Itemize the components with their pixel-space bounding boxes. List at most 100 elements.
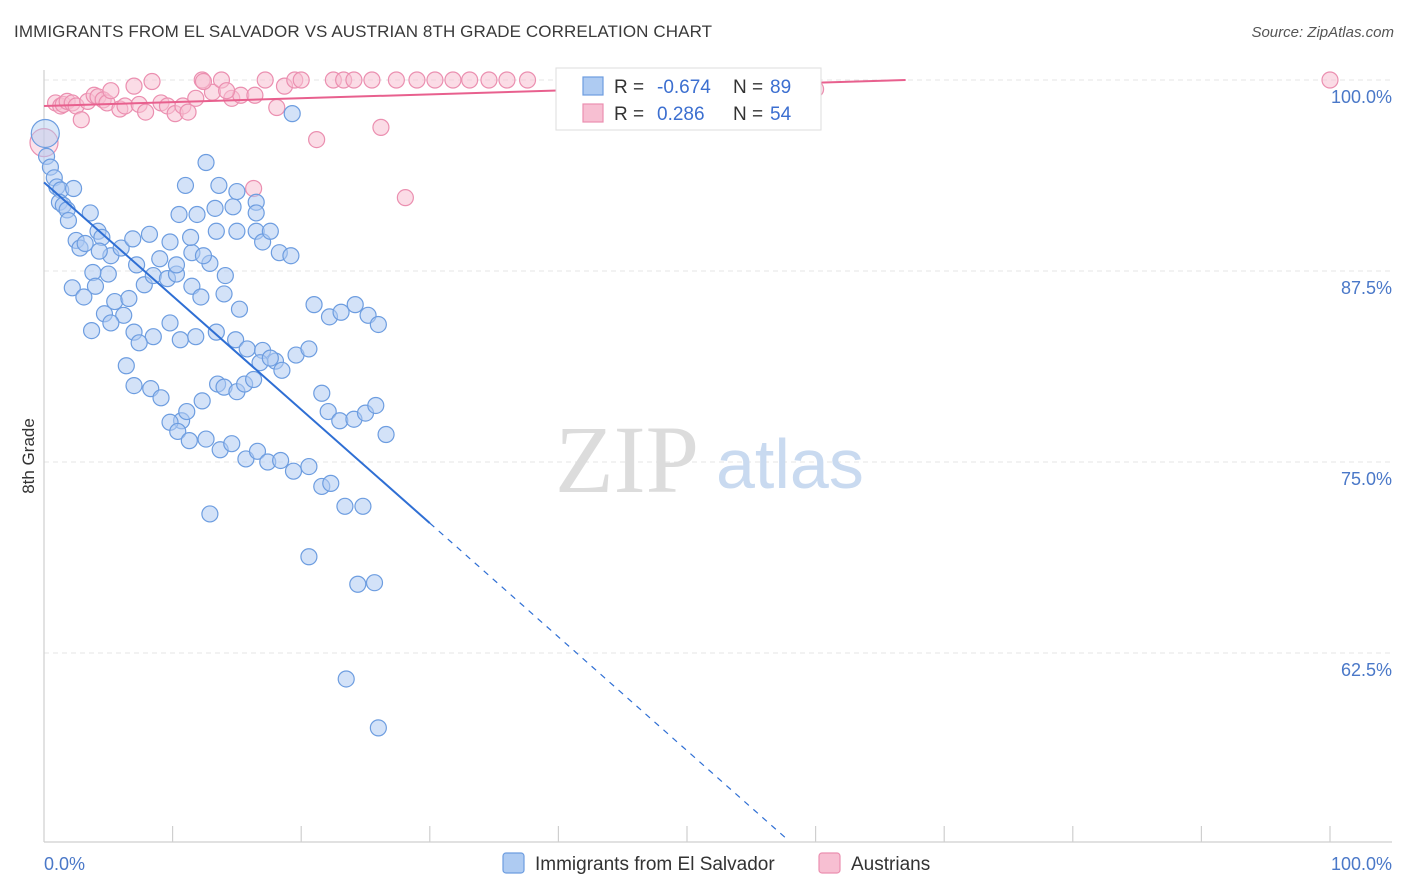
el-salvador-point [124,230,142,248]
austrians-point [408,71,426,89]
bottom-legend-swatch-pink [818,852,841,874]
el-salvador-point [228,182,246,201]
el-salvador-point [300,548,318,566]
el-salvador-point [210,176,228,195]
el-salvador-point [161,314,179,332]
el-salvador-point [117,357,135,375]
austrians-point [363,71,381,89]
austrians-point [72,111,90,129]
el-salvador-point [369,719,387,737]
austrians-point [396,189,414,207]
bottom-legend-label-blue: Immigrants from El Salvador [535,854,775,875]
austrians-point [345,71,363,89]
austrians-point [308,130,326,149]
el-salvador-point [261,349,279,367]
y-axis-label: 8th Grade [19,418,38,494]
el-salvador-point [125,377,143,395]
austrians-point [498,71,516,89]
el-salvador-point [201,505,219,523]
austrians-point [372,118,390,136]
el-salvador-point [227,331,245,349]
watermark: ZIP atlas [555,406,864,513]
el-salvador-point [76,234,94,253]
el-salvador-point [99,265,117,283]
el-salvador-point [272,451,290,470]
austrians-point [444,71,462,89]
el-salvador-point [322,474,340,492]
watermark-atlas: atlas [716,425,864,503]
el-salvador-point [86,277,105,295]
el-salvador-point [336,497,354,515]
el-salvador-point [171,331,189,349]
el-salvador-point [178,402,196,421]
el-salvador-trend-line [43,181,431,524]
el-salvador-point [90,242,108,260]
legend-n-label-1: N = [733,77,763,98]
el-salvador-point [112,239,130,257]
el-salvador-point [187,328,205,346]
el-salvador-point [349,575,367,593]
y-tick-label-3: 62.5% [1341,660,1392,680]
el-salvador-point [63,279,81,297]
y-tick-label-1: 87.5% [1341,278,1392,298]
austrians-point [256,71,274,89]
legend-r-value-1: -0.674 [657,77,711,98]
el-salvador-point [197,430,215,448]
el-salvador-point [197,153,215,172]
el-salvador-point [300,457,318,476]
austrians-point [194,72,213,91]
el-salvador-point [144,266,162,285]
el-salvador-point [300,340,318,358]
el-salvador-point [161,233,179,251]
grid-lines [44,79,1392,654]
series-legend: Immigrants from El Salvador Austrians [502,852,930,875]
el-salvador-point [238,340,256,358]
watermark-zip: ZIP [555,406,699,513]
source-label: Source: ZipAtlas.com [1251,24,1394,41]
y-tick-labels: 100.0% 87.5% 75.0% 62.5% [1331,87,1392,680]
el-salvador-point [192,288,210,306]
el-salvador-point [224,198,242,216]
el-salvador-point [228,222,246,240]
el-salvador-point [369,315,387,334]
el-salvador-points [30,105,395,737]
el-salvador-point [151,250,169,268]
x-ticks [172,826,1331,842]
el-salvador-point [230,300,249,318]
legend-n-value-1: 89 [770,77,791,98]
el-salvador-point [102,314,120,332]
austrians-point [518,71,537,89]
bottom-legend-swatch-blue [502,852,525,874]
austrians-point [116,97,134,115]
el-salvador-point [180,432,198,450]
austrians-point [426,71,444,89]
el-salvador-point [354,497,372,515]
el-salvador-point [206,199,224,217]
el-salvador-point [248,442,267,460]
austrians-point [179,103,197,121]
austrians-point [461,71,479,89]
el-salvador-point [346,296,364,314]
el-salvador-point [59,211,78,230]
el-salvador-point [313,384,331,402]
el-salvador-point [365,574,384,592]
austrians-point [218,82,236,100]
el-salvador-point [193,392,211,410]
el-salvador-point [130,334,148,352]
el-salvador-point [319,402,337,421]
y-tick-label-2: 75.0% [1341,469,1392,489]
x-tick-label-max: 100.0% [1331,854,1392,874]
austrians-point [102,82,120,100]
austrians-point [125,77,143,95]
el-salvador-point [176,176,195,195]
el-salvador-point [367,396,385,415]
el-salvador-point [337,670,355,688]
el-salvador-point [81,204,99,222]
axes [43,70,1392,843]
el-salvador-point [261,222,279,240]
austrians-point [187,89,205,107]
austrians-point [292,71,310,89]
el-salvador-point [332,303,350,321]
el-salvador-point [152,389,170,407]
el-salvador-point [144,328,162,346]
